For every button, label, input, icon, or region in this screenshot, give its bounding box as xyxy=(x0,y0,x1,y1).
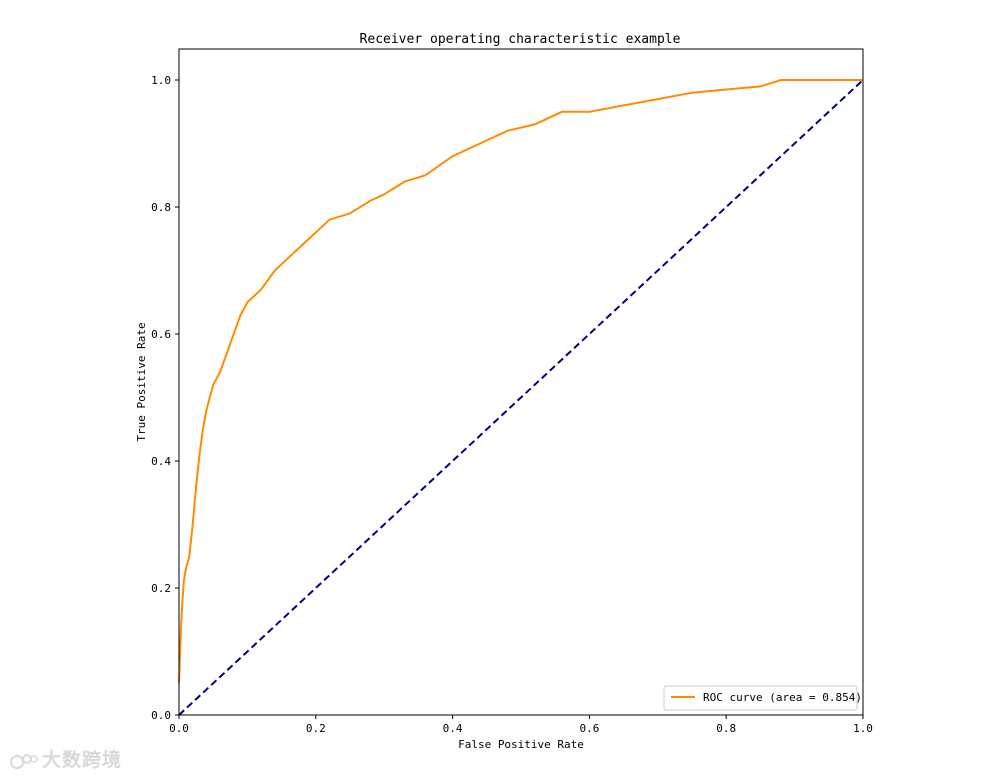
x-tick-label: 0.0 xyxy=(169,722,189,735)
y-tick-label: 1.0 xyxy=(151,74,171,87)
y-axis-label: True Positive Rate xyxy=(135,322,148,441)
x-tick-label: 0.8 xyxy=(716,722,736,735)
roc-curve-line xyxy=(178,79,863,684)
y-tick-label: 0.8 xyxy=(151,201,171,214)
x-tick-label: 0.4 xyxy=(443,722,463,735)
x-tick-label: 1.0 xyxy=(853,722,873,735)
x-axis-label: False Positive Rate xyxy=(458,738,584,751)
y-tick-label: 0.4 xyxy=(151,455,171,468)
y-tick-label: 0.2 xyxy=(151,582,171,595)
plot-area xyxy=(178,79,864,716)
x-tick-label: 0.6 xyxy=(579,722,599,735)
chance-diagonal-line xyxy=(178,79,864,716)
legend: ROC curve (area = 0.854) xyxy=(663,685,862,711)
watermark-text: 大数跨境 xyxy=(42,749,123,771)
axis-ticks: 0.0 0.2 0.4 0.6 0.8 1.0 0.0 0.2 0.4 0.6 0.8 1.0 xyxy=(151,74,873,735)
chart-title: Receiver operating characteristic exampl… xyxy=(360,32,681,47)
y-tick-label: 0.0 xyxy=(151,709,171,722)
watermark-logo-icon xyxy=(10,753,38,769)
y-tick-label: 0.6 xyxy=(151,328,171,341)
watermark: 大数跨境 xyxy=(10,745,122,772)
x-tick-label: 0.2 xyxy=(306,722,326,735)
axes-frame xyxy=(178,48,864,716)
legend-label: ROC curve (area = 0.854) xyxy=(703,691,862,704)
legend-box xyxy=(663,685,858,711)
